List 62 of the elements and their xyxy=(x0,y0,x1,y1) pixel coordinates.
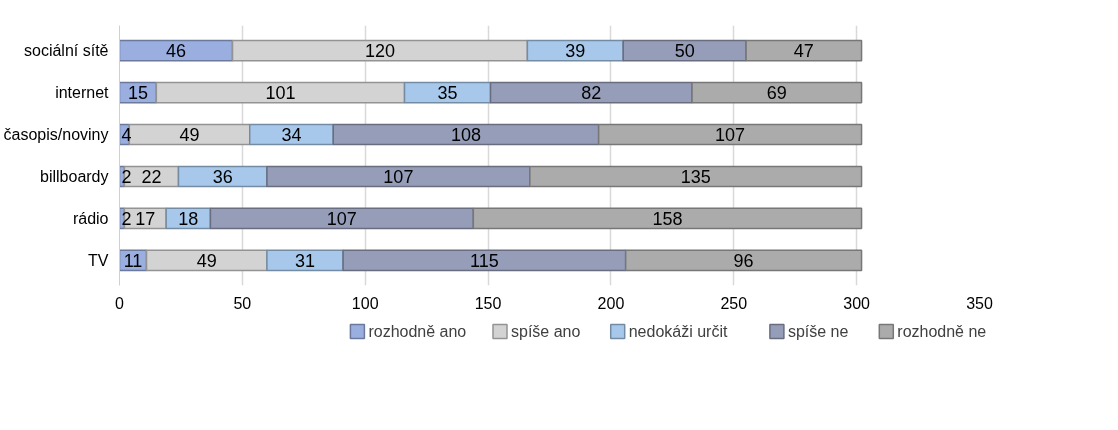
y-tick-label: časopis/noviny xyxy=(3,126,109,144)
data-label: 4 xyxy=(121,125,132,146)
bar xyxy=(597,123,863,146)
data-label: 2 xyxy=(121,208,132,229)
data-label: 49 xyxy=(179,125,200,146)
x-tick-label: 350 xyxy=(966,294,993,312)
legend-label: nedokáži určit xyxy=(628,323,728,340)
data-label: 39 xyxy=(565,41,586,62)
data-label: 158 xyxy=(652,208,683,229)
data-label: 107 xyxy=(383,166,414,187)
bar xyxy=(332,123,600,146)
data-label: 49 xyxy=(196,250,217,271)
y-tick-label: TV xyxy=(88,251,109,269)
bar xyxy=(624,249,863,272)
data-label: 11 xyxy=(123,250,143,271)
legend-label: spíše ne xyxy=(787,323,849,340)
data-label: 22 xyxy=(141,166,162,187)
data-label: 17 xyxy=(135,208,156,229)
data-label: 135 xyxy=(680,166,711,187)
y-tick-label: internet xyxy=(55,84,110,102)
data-label: 115 xyxy=(470,250,499,271)
data-label: 120 xyxy=(364,41,395,62)
x-tick-label: 300 xyxy=(843,294,871,312)
legend-label: rozhodně ne xyxy=(897,323,987,340)
y-tick-label: rádio xyxy=(72,209,109,227)
bar xyxy=(209,207,475,230)
data-label: 69 xyxy=(766,83,787,104)
data-label: 34 xyxy=(281,125,302,146)
data-label: 35 xyxy=(437,83,458,104)
data-label: 47 xyxy=(793,41,814,62)
data-label: 18 xyxy=(178,208,199,229)
legend-label: spíše ano xyxy=(511,323,581,340)
data-label: 15 xyxy=(127,83,148,104)
bar xyxy=(529,165,863,188)
bar xyxy=(342,249,627,272)
data-label: 50 xyxy=(674,41,695,62)
y-tick-label: billboardy xyxy=(40,167,109,185)
legend-label: rozhodně ano xyxy=(368,323,467,340)
data-label: 46 xyxy=(166,41,187,62)
x-tick-label: 150 xyxy=(474,294,502,312)
bar xyxy=(622,39,747,62)
x-tick-label: 50 xyxy=(233,294,252,312)
x-tick-label: 0 xyxy=(115,294,125,312)
data-label: 31 xyxy=(295,250,316,271)
data-label: 96 xyxy=(733,250,754,271)
data-label: 2 xyxy=(121,166,132,187)
bar xyxy=(691,81,863,104)
x-tick-label: 200 xyxy=(597,294,625,312)
data-label: 108 xyxy=(450,125,481,146)
data-label: 107 xyxy=(326,208,357,229)
x-tick-label: 100 xyxy=(351,294,379,312)
x-tick-label: 250 xyxy=(720,294,748,312)
bar xyxy=(745,39,863,62)
bar xyxy=(489,81,693,104)
data-label: 36 xyxy=(212,166,233,187)
bar xyxy=(119,39,234,62)
data-label: 101 xyxy=(265,83,296,104)
bar xyxy=(472,207,863,230)
y-tick-label: sociální sítě xyxy=(24,42,109,60)
bar xyxy=(266,165,531,188)
data-label: 107 xyxy=(715,125,746,146)
data-label: 82 xyxy=(581,83,602,104)
